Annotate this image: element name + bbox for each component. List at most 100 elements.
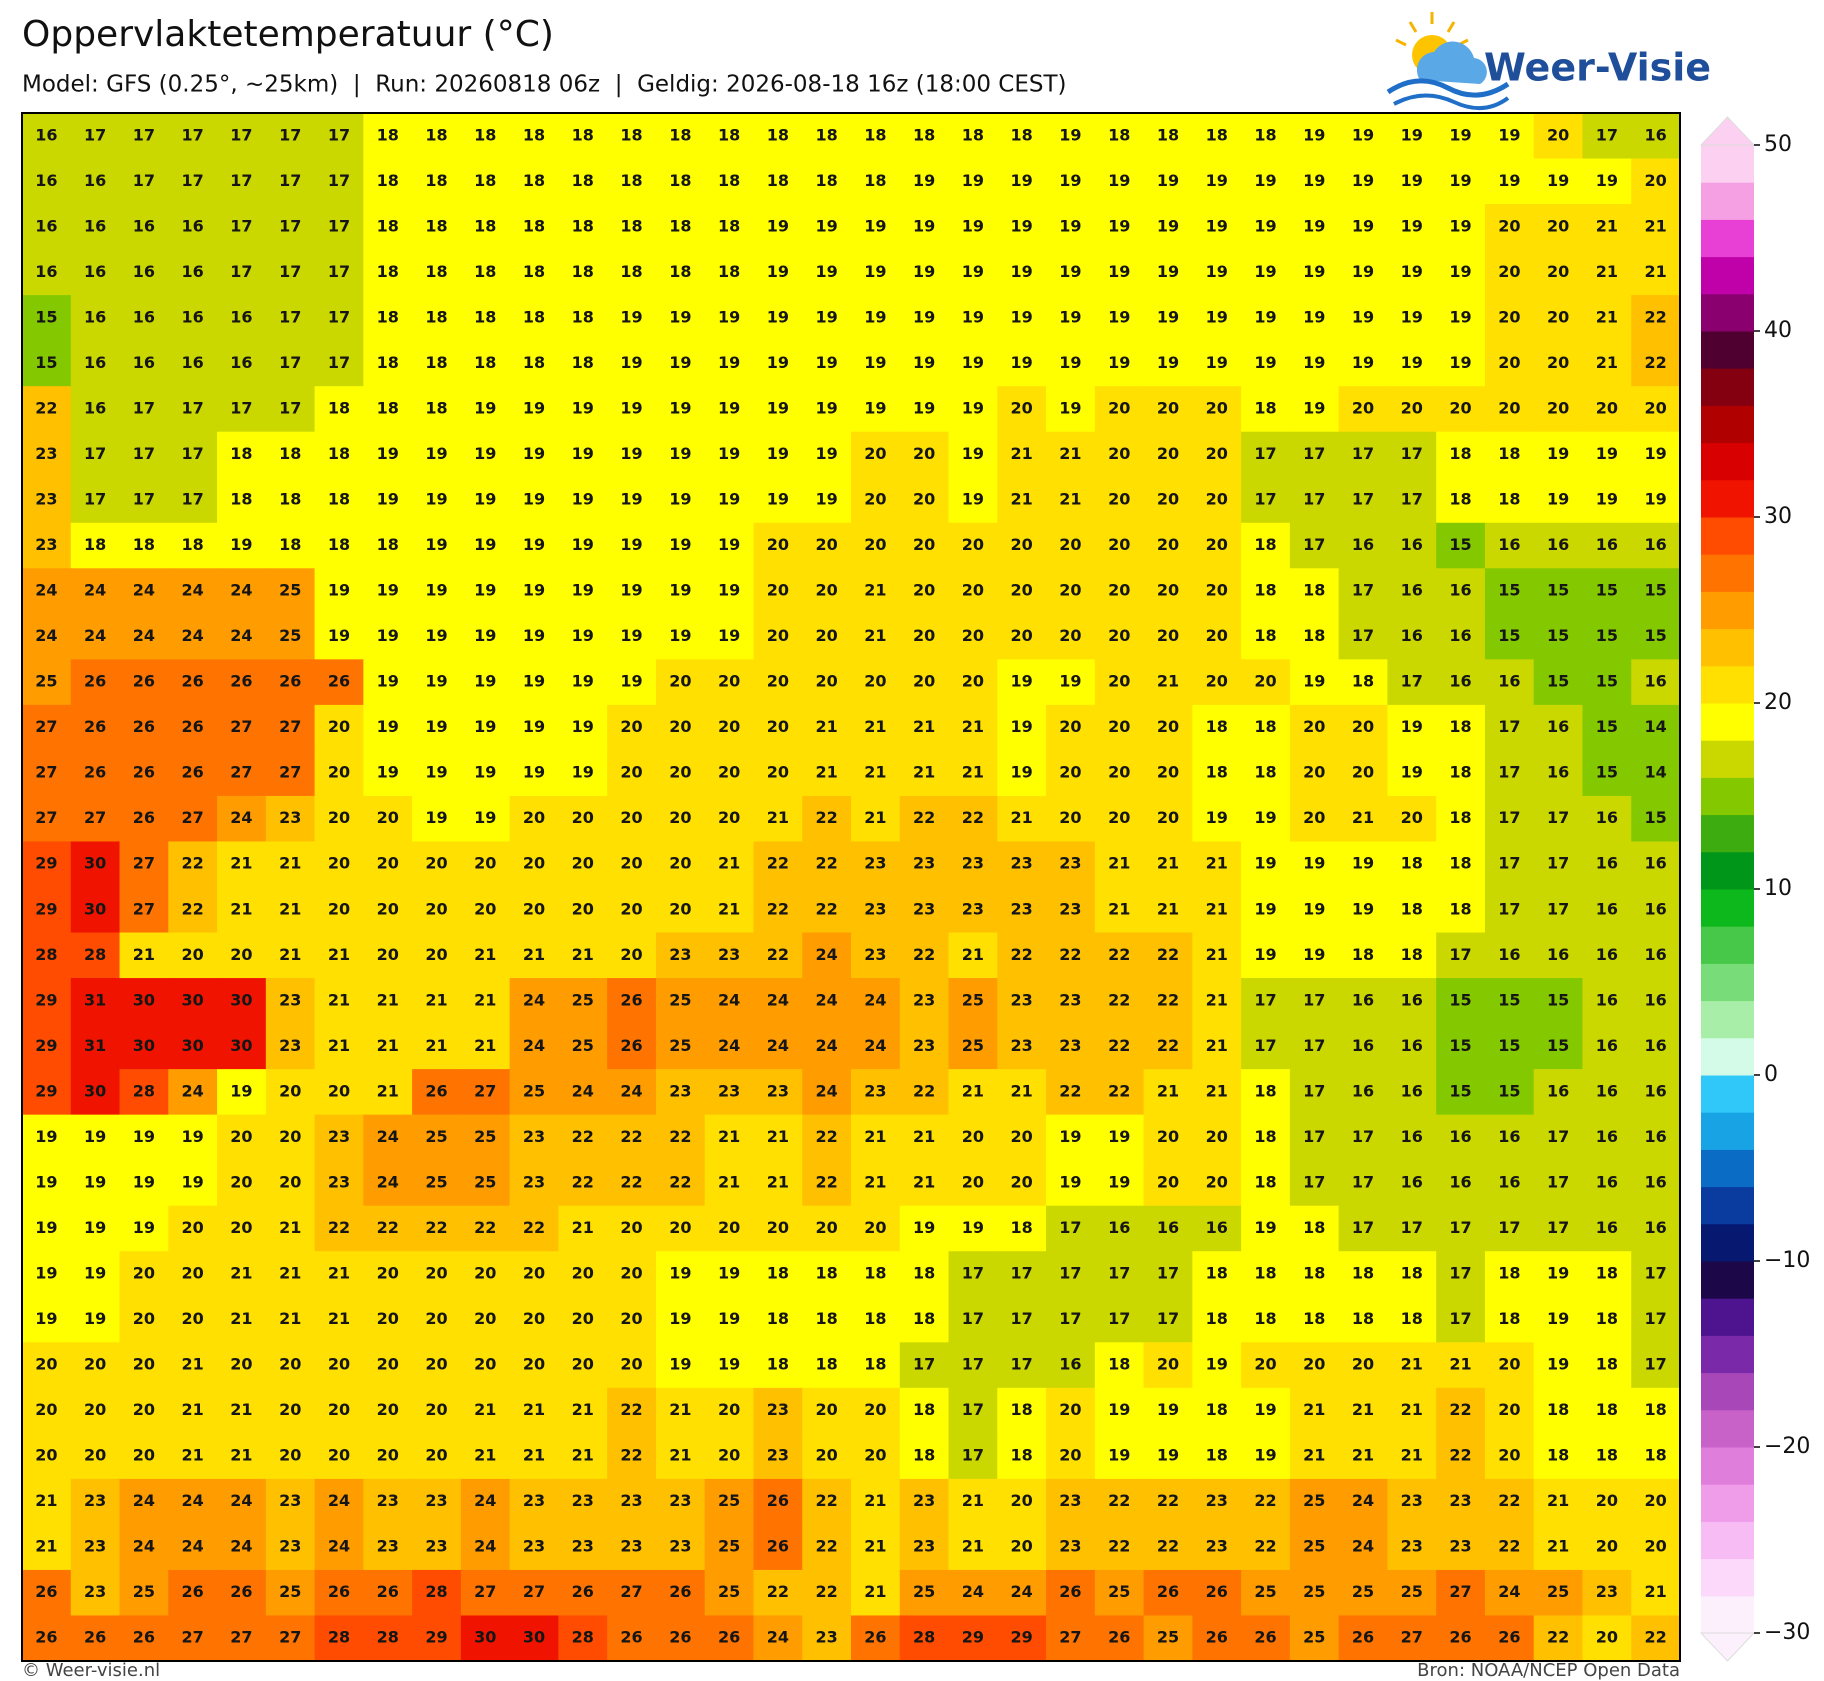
cell-label: 19 xyxy=(1011,353,1033,372)
temperature-cell xyxy=(509,1433,560,1480)
temperature-cell xyxy=(509,1160,560,1207)
temperature-cell xyxy=(1338,613,1389,660)
temperature-cell xyxy=(1436,613,1486,660)
temperature-cell xyxy=(1436,841,1486,888)
temperature-cell xyxy=(70,1524,121,1571)
temperature-cell xyxy=(558,1433,608,1480)
temperature-cell xyxy=(1289,613,1340,660)
cell-label: 20 xyxy=(523,808,545,827)
cell-label: 19 xyxy=(425,717,447,736)
cell-label: 22 xyxy=(425,1218,447,1237)
cell-label: 19 xyxy=(718,444,740,463)
temperature-cell xyxy=(607,1069,657,1116)
temperature-cell xyxy=(1582,1524,1632,1571)
temperature-cell xyxy=(22,386,72,433)
cell-label: 23 xyxy=(523,1491,545,1510)
cell-label: 22 xyxy=(620,1446,642,1465)
temperature-cell xyxy=(558,477,608,524)
temperature-cell xyxy=(22,750,72,797)
temperature-cell xyxy=(412,841,462,888)
cell-label: 27 xyxy=(523,1582,545,1601)
cell-label: 16 xyxy=(1401,1036,1423,1055)
cell-label: 16 xyxy=(1449,672,1471,691)
temperature-cell xyxy=(363,340,413,387)
temperature-cell xyxy=(1387,1069,1437,1116)
cell-label: 19 xyxy=(1108,1400,1130,1419)
temperature-cell xyxy=(1582,795,1632,843)
temperature-cell xyxy=(1143,113,1193,160)
temperature-cell xyxy=(314,1296,364,1343)
temperature-cell xyxy=(1289,1251,1340,1298)
temperature-cell xyxy=(997,613,1047,660)
cell-label: 19 xyxy=(864,262,886,281)
temperature-cell xyxy=(802,932,852,979)
temperature-cell xyxy=(1436,568,1486,615)
cell-label: 17 xyxy=(279,125,301,144)
temperature-cell xyxy=(1143,340,1193,387)
cell-label: 21 xyxy=(864,808,886,827)
temperature-cell xyxy=(1241,477,1291,524)
temperature-cell xyxy=(997,477,1047,524)
cell-label: 22 xyxy=(620,1127,642,1146)
cell-label: 20 xyxy=(182,1264,204,1283)
temperature-cell xyxy=(412,932,462,979)
temperature-cell xyxy=(802,386,852,433)
temperature-cell xyxy=(1241,340,1291,387)
cell-label: 19 xyxy=(474,398,496,417)
cell-label: 16 xyxy=(1352,990,1374,1009)
temperature-cell xyxy=(1436,113,1486,160)
temperature-cell xyxy=(1631,477,1681,524)
temperature-cell xyxy=(22,613,72,660)
temperature-cell xyxy=(22,477,72,524)
temperature-cell xyxy=(655,1524,706,1571)
temperature-cell xyxy=(851,386,901,433)
temperature-cell xyxy=(314,1205,364,1252)
cell-label: 19 xyxy=(572,672,594,691)
cell-label: 27 xyxy=(279,717,301,736)
temperature-cell xyxy=(704,1251,755,1298)
cell-label: 17 xyxy=(133,444,155,463)
cell-label: 26 xyxy=(84,763,106,782)
cell-label: 17 xyxy=(1254,444,1276,463)
cell-label: 20 xyxy=(767,535,789,554)
cell-label: 19 xyxy=(1157,171,1179,190)
temperature-cell xyxy=(948,1251,998,1298)
temperature-cell xyxy=(1582,1251,1632,1298)
cell-label: 19 xyxy=(1254,353,1276,372)
temperature-cell xyxy=(314,704,364,752)
cell-label: 22 xyxy=(328,1218,350,1237)
cell-label: 20 xyxy=(377,854,399,873)
cell-label: 21 xyxy=(913,1172,935,1191)
cell-label: 20 xyxy=(1059,1400,1081,1419)
cell-label: 24 xyxy=(718,1036,740,1055)
temperature-cell xyxy=(655,1296,706,1343)
cell-label: 20 xyxy=(328,854,350,873)
temperature-cell xyxy=(1631,340,1681,387)
cell-label: 20 xyxy=(1011,626,1033,645)
credit: © Weer-visie.nl xyxy=(22,1660,160,1681)
temperature-cell xyxy=(509,750,560,797)
cell-label: 20 xyxy=(913,626,935,645)
brand-logo: Weer-Visie xyxy=(1386,12,1711,110)
temperature-cell xyxy=(1046,1569,1096,1617)
temperature-cell xyxy=(70,113,121,160)
temperature-cell xyxy=(509,340,560,387)
cell-label: 18 xyxy=(474,171,496,190)
temperature-cell xyxy=(509,795,560,843)
temperature-cell xyxy=(217,1342,267,1389)
temperature-cell xyxy=(1533,887,1584,934)
temperature-cell xyxy=(265,477,316,524)
temperature-cell xyxy=(314,841,364,888)
temperature-cell xyxy=(1631,704,1681,752)
temperature-cell xyxy=(217,431,267,478)
temperature-cell xyxy=(1143,1114,1193,1161)
temperature-cell xyxy=(1241,295,1291,342)
cell-label: 16 xyxy=(1644,1081,1666,1100)
cell-label: 19 xyxy=(1352,125,1374,144)
temperature-cell xyxy=(265,978,316,1025)
cell-label: 28 xyxy=(913,1628,935,1647)
temperature-cell xyxy=(948,1114,998,1161)
cell-label: 19 xyxy=(425,581,447,600)
cell-label: 20 xyxy=(1206,444,1228,463)
temperature-cell xyxy=(1582,1387,1632,1434)
